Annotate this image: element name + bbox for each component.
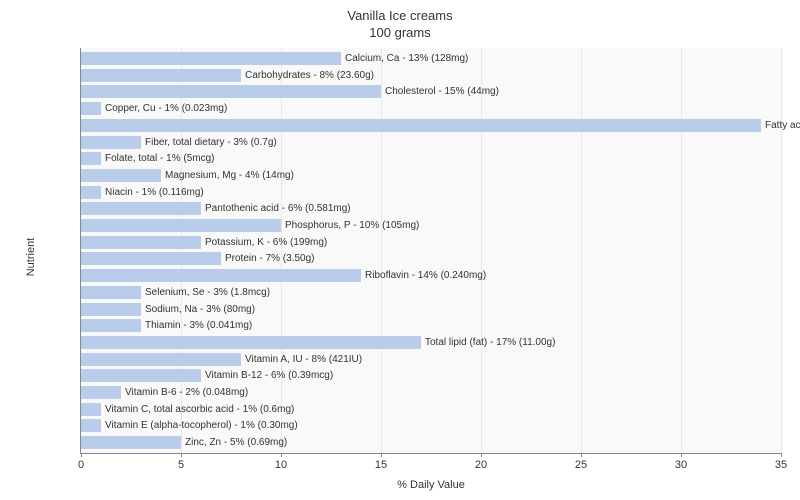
nutrient-bar-label: Vitamin A, IU - 8% (421IU) [241,353,362,366]
nutrient-bar [81,403,101,416]
nutrient-bar-label: Potassium, K - 6% (199mg) [201,236,327,249]
nutrient-bar-label: Protein - 7% (3.50g) [221,252,315,265]
bar-row: Total lipid (fat) - 17% (11.00g) [81,336,781,349]
nutrient-bar [81,52,341,65]
nutrient-bar-label: Selenium, Se - 3% (1.8mcg) [141,286,270,299]
nutrient-bar-label: Vitamin B-12 - 6% (0.39mcg) [201,369,333,382]
bar-row: Carbohydrates - 8% (23.60g) [81,69,781,82]
title-line-1: Vanilla Ice creams [347,8,452,23]
nutrient-bar [81,386,121,399]
bar-row: Cholesterol - 15% (44mg) [81,85,781,98]
x-tick-label: 10 [275,459,287,471]
x-tick-label: 35 [775,459,787,471]
bar-row: Selenium, Se - 3% (1.8mcg) [81,286,781,299]
bar-row: Calcium, Ca - 13% (128mg) [81,52,781,65]
nutrient-bar [81,169,161,182]
bar-row: Folate, total - 1% (5mcg) [81,152,781,165]
x-tick-mark [781,453,782,457]
x-tick-mark [681,453,682,457]
x-tick-mark [581,453,582,457]
bar-row: Vitamin E (alpha-tocopherol) - 1% (0.30m… [81,419,781,432]
nutrient-bar-label: Carbohydrates - 8% (23.60g) [241,69,374,82]
nutrient-chart: Vanilla Ice creams 100 grams Nutrient % … [0,0,800,500]
nutrient-bar [81,186,101,199]
nutrient-bar-label: Thiamin - 3% (0.041mg) [141,319,252,332]
bar-row: Copper, Cu - 1% (0.023mg) [81,102,781,115]
x-tick-label: 25 [575,459,587,471]
nutrient-bar [81,436,181,449]
bar-row: Niacin - 1% (0.116mg) [81,186,781,199]
bar-row: Riboflavin - 14% (0.240mg) [81,269,781,282]
gridline [781,48,782,453]
bar-row: Protein - 7% (3.50g) [81,252,781,265]
y-axis-label: Nutrient [25,237,37,276]
plot-area: Nutrient % Daily Value 05101520253035Cal… [80,48,781,454]
nutrient-bar [81,269,361,282]
nutrient-bar [81,303,141,316]
title-line-2: 100 grams [369,25,430,40]
x-tick-mark [381,453,382,457]
nutrient-bar [81,252,221,265]
nutrient-bar-label: Sodium, Na - 3% (80mg) [141,303,255,316]
x-tick-mark [81,453,82,457]
nutrient-bar-label: Vitamin E (alpha-tocopherol) - 1% (0.30m… [101,419,298,432]
bar-row: Pantothenic acid - 6% (0.581mg) [81,202,781,215]
bar-row: Vitamin B-6 - 2% (0.048mg) [81,386,781,399]
nutrient-bar [81,319,141,332]
nutrient-bar-label: Vitamin C, total ascorbic acid - 1% (0.6… [101,403,294,416]
nutrient-bar [81,102,101,115]
nutrient-bar-label: Fiber, total dietary - 3% (0.7g) [141,136,277,149]
nutrient-bar-label: Fatty acids, total saturated - 34% (6.79… [761,119,800,132]
bar-row: Sodium, Na - 3% (80mg) [81,303,781,316]
x-axis-label: % Daily Value [397,479,465,491]
x-tick-mark [481,453,482,457]
bar-row: Phosphorus, P - 10% (105mg) [81,219,781,232]
bar-row: Vitamin A, IU - 8% (421IU) [81,353,781,366]
nutrient-bar [81,119,761,132]
nutrient-bar [81,419,101,432]
nutrient-bar-label: Calcium, Ca - 13% (128mg) [341,52,468,65]
nutrient-bar [81,85,381,98]
bar-row: Potassium, K - 6% (199mg) [81,236,781,249]
nutrient-bar-label: Folate, total - 1% (5mcg) [101,152,214,165]
nutrient-bar [81,336,421,349]
x-tick-label: 30 [675,459,687,471]
x-tick-label: 5 [178,459,184,471]
nutrient-bar-label: Total lipid (fat) - 17% (11.00g) [421,336,555,349]
nutrient-bar [81,69,241,82]
nutrient-bar-label: Phosphorus, P - 10% (105mg) [281,219,419,232]
bar-row: Vitamin C, total ascorbic acid - 1% (0.6… [81,403,781,416]
nutrient-bar-label: Vitamin B-6 - 2% (0.048mg) [121,386,248,399]
nutrient-bar-label: Magnesium, Mg - 4% (14mg) [161,169,294,182]
bar-row: Zinc, Zn - 5% (0.69mg) [81,436,781,449]
nutrient-bar [81,136,141,149]
nutrient-bar [81,286,141,299]
x-tick-label: 20 [475,459,487,471]
nutrient-bar [81,369,201,382]
x-tick-mark [281,453,282,457]
nutrient-bar [81,219,281,232]
nutrient-bar-label: Copper, Cu - 1% (0.023mg) [101,102,227,115]
nutrient-bar [81,202,201,215]
x-tick-label: 0 [78,459,84,471]
nutrient-bar [81,152,101,165]
nutrient-bar [81,353,241,366]
nutrient-bar [81,236,201,249]
bar-row: Vitamin B-12 - 6% (0.39mcg) [81,369,781,382]
bar-row: Fiber, total dietary - 3% (0.7g) [81,136,781,149]
nutrient-bar-label: Zinc, Zn - 5% (0.69mg) [181,436,287,449]
bar-row: Magnesium, Mg - 4% (14mg) [81,169,781,182]
chart-title: Vanilla Ice creams 100 grams [0,0,800,42]
nutrient-bar-label: Riboflavin - 14% (0.240mg) [361,269,486,282]
bar-row: Thiamin - 3% (0.041mg) [81,319,781,332]
nutrient-bar-label: Pantothenic acid - 6% (0.581mg) [201,202,351,215]
x-tick-label: 15 [375,459,387,471]
nutrient-bar-label: Cholesterol - 15% (44mg) [381,85,499,98]
bar-row: Fatty acids, total saturated - 34% (6.79… [81,119,781,132]
x-tick-mark [181,453,182,457]
nutrient-bar-label: Niacin - 1% (0.116mg) [101,186,204,199]
